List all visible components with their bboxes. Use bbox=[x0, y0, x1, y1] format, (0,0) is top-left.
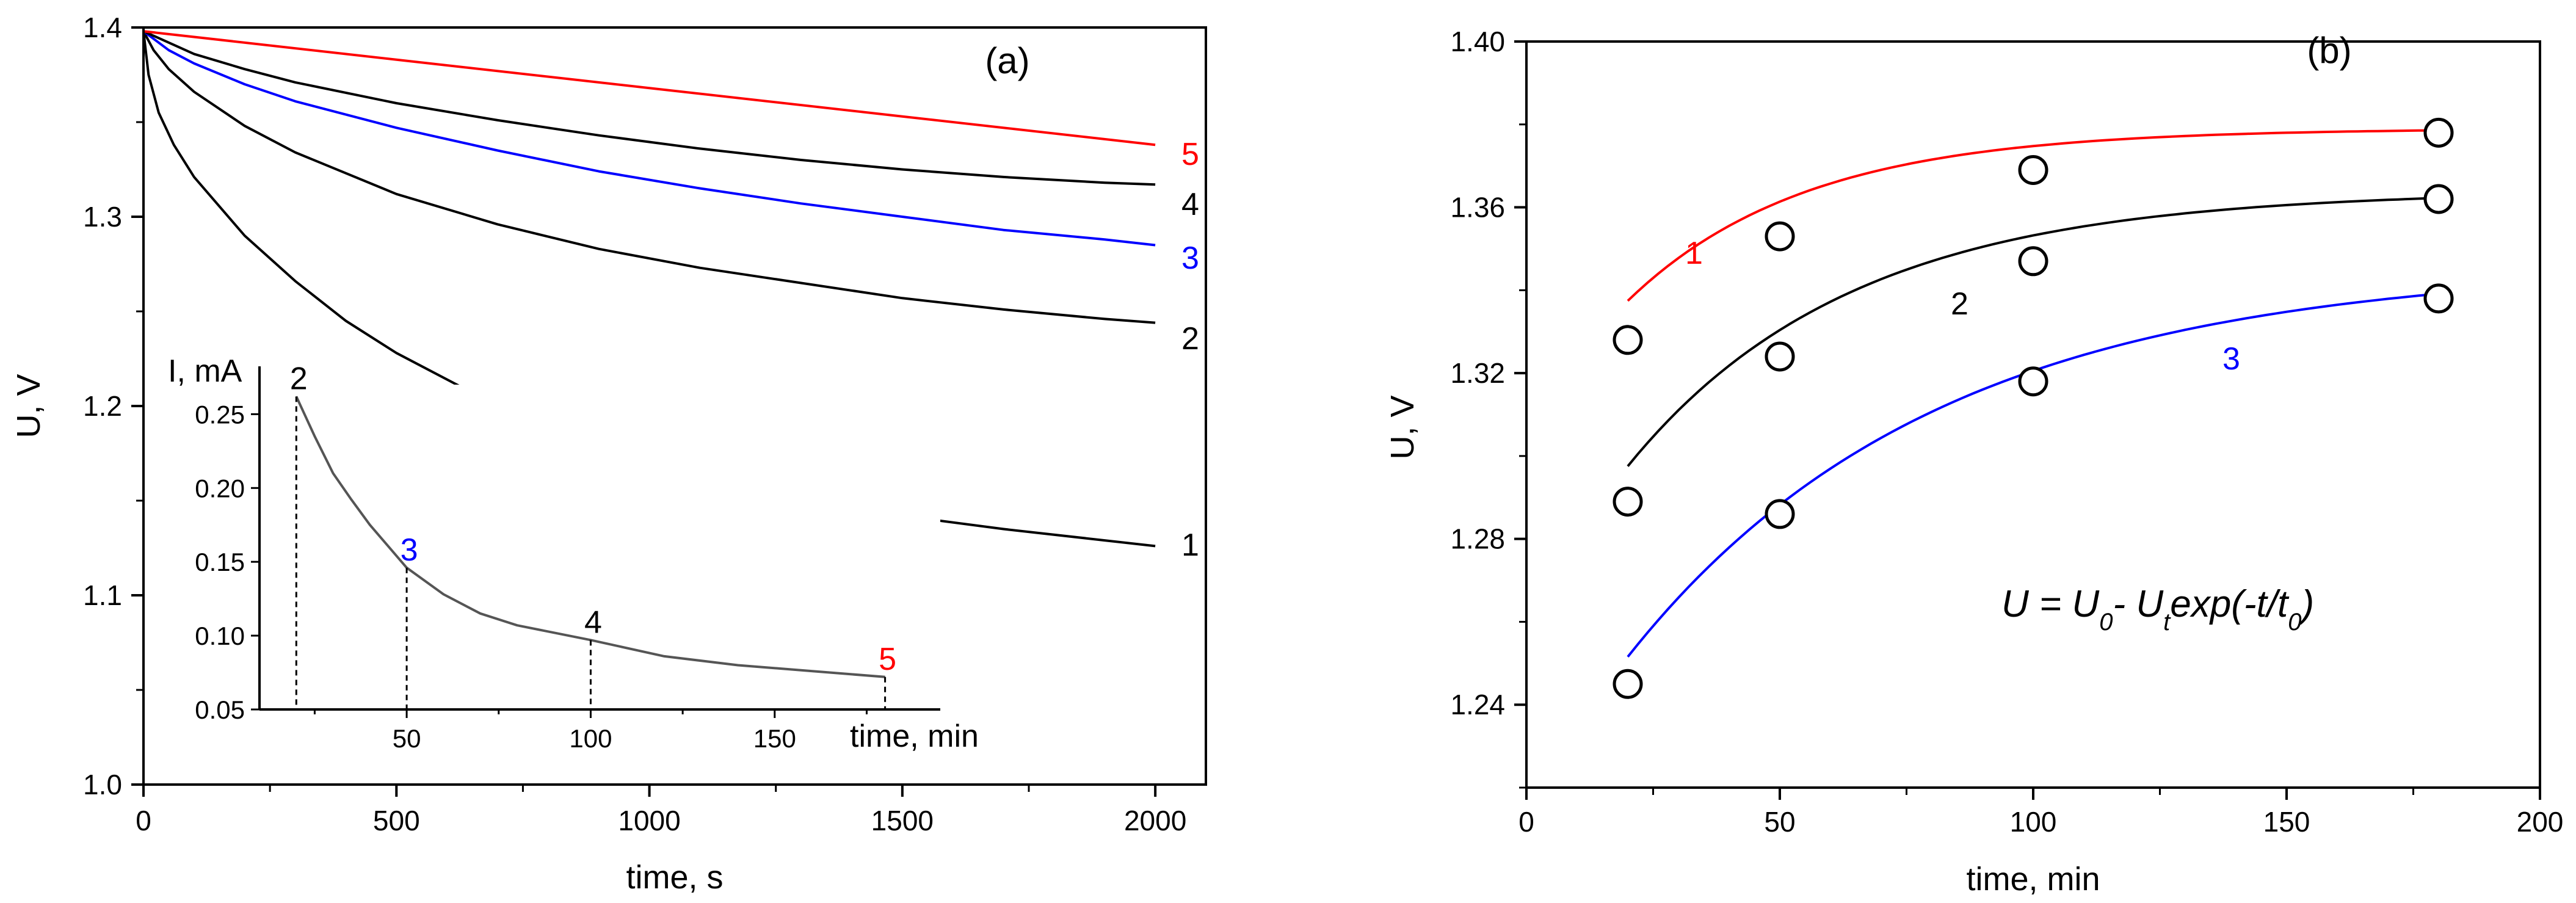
panel-a-y-axis-title: U, V bbox=[10, 374, 47, 438]
panel-b-point-3-180 bbox=[2423, 283, 2454, 314]
panel-a-series-line-3 bbox=[142, 30, 1156, 247]
panel-a-curve-label-4: 4 bbox=[1181, 187, 1199, 222]
panel-b-x-tick-label-100: 100 bbox=[2010, 806, 2057, 838]
panel-a-series-line-2 bbox=[142, 31, 1156, 324]
panel-a-ticks: 0 500 1000 1500 2000 1.0 1.1 1.2 1.3 1.4 bbox=[83, 12, 1186, 836]
panel-b-point-3-50 bbox=[1765, 499, 1795, 529]
panel-a-x-axis-title: time, s bbox=[626, 859, 723, 896]
panel-a-y-tick-label-1.1: 1.1 bbox=[83, 579, 122, 611]
inset-y-tick-label-0.2: 0.20 bbox=[195, 474, 245, 502]
panel-b-point-2-20 bbox=[1613, 487, 1643, 517]
formula-sub-0b: 0 bbox=[2288, 609, 2301, 636]
inset-marker-label-2: 2 bbox=[290, 361, 308, 396]
panel-b-x-axis-title: time, min bbox=[1966, 861, 2100, 898]
panel-a-series-line-4 bbox=[143, 30, 1156, 186]
inset-x-axis-title: time, min bbox=[850, 719, 979, 754]
panel-b-curve-label-2: 2 bbox=[1951, 286, 1968, 322]
panel-b-series-group bbox=[1613, 117, 2454, 699]
panel-a-y-tick-label-1: 1.0 bbox=[83, 769, 122, 800]
panel-a-x-tick-label-500: 500 bbox=[373, 805, 420, 836]
panel-a-curve-label-3: 3 bbox=[1181, 241, 1199, 276]
panel-b-fit-curve-2 bbox=[1627, 197, 2439, 467]
panel-a-y-tick-label-1.4: 1.4 bbox=[83, 12, 122, 43]
inset-current-curve bbox=[295, 396, 885, 678]
panel-b-x-tick-label-150: 150 bbox=[2263, 806, 2310, 838]
panel-b-point-2-180 bbox=[2423, 184, 2454, 214]
panel-b-frame bbox=[1525, 40, 2541, 789]
formula-part-minus: - U bbox=[2113, 583, 2164, 625]
panel-a-frame bbox=[142, 26, 1207, 786]
panel-b-point-3-100 bbox=[2018, 366, 2048, 397]
panel-b-point-2-100 bbox=[2018, 246, 2048, 277]
panel-b-y-tick-label-1.32: 1.32 bbox=[1450, 357, 1505, 389]
inset-marker-label-3: 3 bbox=[401, 532, 418, 568]
panel-b-formula: U = U0- Utexp(-t/t0) bbox=[2001, 583, 2314, 636]
inset-y-tick-label-0.25: 0.25 bbox=[195, 400, 245, 429]
panel-b-x-tick-label-0: 0 bbox=[1518, 806, 1534, 838]
inset-x-tick-label-100: 100 bbox=[569, 724, 612, 753]
formula-sub-t: t bbox=[2163, 609, 2171, 636]
panel-a-x-tick-label-0: 0 bbox=[136, 805, 151, 836]
inset-y-tick-label-0.15: 0.15 bbox=[195, 548, 245, 576]
panel-b-point-3-20 bbox=[1613, 669, 1643, 699]
inset-x-tick-label-150: 150 bbox=[753, 724, 796, 753]
formula-sub-0: 0 bbox=[2099, 609, 2113, 636]
panel-b-fit-curve-1 bbox=[1627, 129, 2439, 302]
panel-a-chart: 0 500 1000 1500 2000 1.0 1.1 1.2 1.3 1.4 (a) time… bbox=[10, 12, 1207, 896]
panel-a-curve-label-1: 1 bbox=[1181, 528, 1199, 563]
panel-a-x-tick-label-1000: 1000 bbox=[618, 805, 680, 836]
panel-a-x-tick-label-1500: 1500 bbox=[871, 805, 934, 836]
panel-b-y-tick-label-1.36: 1.36 bbox=[1450, 192, 1505, 223]
panel-b-y-tick-label-1.4: 1.40 bbox=[1450, 26, 1505, 57]
formula-part-u: U = U bbox=[2001, 583, 2100, 625]
panel-a-x-tick-label-2000: 2000 bbox=[1124, 805, 1186, 836]
formula-part-exp: exp(-t/t bbox=[2170, 583, 2290, 625]
panel-b-y-tick-label-1.24: 1.24 bbox=[1450, 689, 1505, 720]
panel-b-point-1-180 bbox=[2423, 117, 2454, 148]
panel-a-y-tick-label-1.2: 1.2 bbox=[83, 390, 122, 422]
panel-a-label: (a) bbox=[985, 40, 1029, 81]
inset-marker-label-5: 5 bbox=[879, 642, 896, 677]
panel-b-point-1-50 bbox=[1765, 221, 1795, 252]
panel-a-curve-label-2: 2 bbox=[1181, 321, 1199, 357]
panel-a-series-line-5 bbox=[143, 30, 1156, 147]
panel-a-y-tick-label-1.3: 1.3 bbox=[83, 201, 122, 233]
inset-y-tick-label-0.1: 0.10 bbox=[195, 622, 245, 650]
panel-b-curve-label-3: 3 bbox=[2222, 341, 2240, 377]
panel-b-point-1-20 bbox=[1613, 325, 1643, 355]
panel-b-label: (b) bbox=[2307, 30, 2351, 71]
panel-a-inset-chart: 2 3 4 5 50 100 150 0.05 0.10 0.15 0.20 0.25 I, mA t… bbox=[168, 354, 979, 754]
panel-b-x-tick-label-50: 50 bbox=[1764, 806, 1795, 838]
panel-b-y-axis-title: U, V bbox=[1384, 395, 1421, 459]
panel-b-curve-label-1: 1 bbox=[1685, 236, 1703, 271]
panel-b-point-2-50 bbox=[1765, 341, 1795, 372]
panel-b-x-tick-label-200: 200 bbox=[2517, 806, 2564, 838]
panel-a-curve-label-5: 5 bbox=[1181, 137, 1199, 172]
inset-background bbox=[256, 385, 940, 708]
inset-y-tick-label-0.05: 0.05 bbox=[195, 695, 245, 724]
inset-x-tick-label-50: 50 bbox=[393, 724, 421, 753]
panel-b-point-1-100 bbox=[2018, 154, 2048, 185]
inset-y-axis-title: I, mA bbox=[168, 354, 242, 389]
panel-b-y-tick-label-1.28: 1.28 bbox=[1450, 523, 1505, 555]
inset-content: 2 3 4 5 50 100 150 0.05 0.10 0.15 0.20 0.25 bbox=[195, 361, 940, 753]
inset-marker-label-4: 4 bbox=[584, 604, 602, 640]
